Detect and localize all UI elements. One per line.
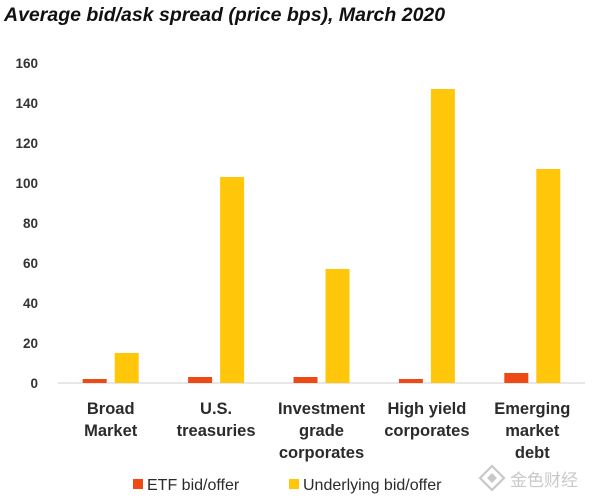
x-category-label: High yield <box>387 400 466 418</box>
chart-title: Average bid/ask spread (price bps), Marc… <box>3 4 445 26</box>
bar-etf-3 <box>398 379 423 383</box>
logo-icon <box>478 464 506 492</box>
bar-etf-4 <box>504 373 529 383</box>
y-tick-label: 0 <box>30 376 38 391</box>
legend-label: ETF bid/offer <box>147 477 240 494</box>
y-tick-label: 160 <box>15 56 38 71</box>
x-category-label: Market <box>84 422 138 440</box>
watermark: 金色财经 <box>478 464 578 492</box>
x-category-label: debt <box>515 444 550 462</box>
bar-etf-1 <box>188 377 213 383</box>
legend-swatch <box>289 479 299 489</box>
legend: ETF bid/offer Underlying bid/offer <box>133 477 442 494</box>
y-tick-label: 40 <box>23 296 38 311</box>
x-category-label: Broad <box>87 400 135 418</box>
y-tick-label: 20 <box>23 336 38 351</box>
bar-etf-0 <box>82 379 107 383</box>
bar-underlying-3 <box>430 89 455 383</box>
y-tick-label: 100 <box>15 176 38 191</box>
y-tick-label: 80 <box>23 216 38 231</box>
bars <box>82 89 561 383</box>
bar-etf-2 <box>293 377 318 383</box>
x-category-label: Emerging <box>494 400 570 418</box>
bar-underlying-0 <box>114 353 139 383</box>
x-category-label: treasuries <box>177 422 256 440</box>
y-axis: 0 20 40 60 80 100 120 140 160 <box>15 56 38 391</box>
bar-underlying-4 <box>536 169 561 383</box>
y-tick-label: 120 <box>15 136 38 151</box>
y-tick-label: 140 <box>15 96 38 111</box>
legend-swatch <box>133 479 143 489</box>
bar-underlying-2 <box>325 269 350 383</box>
x-category-label: corporates <box>384 422 469 440</box>
watermark-text: 金色财经 <box>510 471 578 490</box>
x-category-label: market <box>505 422 560 440</box>
legend-label: Underlying bid/offer <box>303 477 442 494</box>
x-category-label: grade <box>299 422 344 440</box>
x-category-label: Investment <box>278 400 366 418</box>
x-category-label: U.S. <box>200 400 232 418</box>
x-category-label: corporates <box>279 444 364 462</box>
bar-underlying-1 <box>220 177 245 383</box>
y-tick-label: 60 <box>23 256 38 271</box>
x-axis-labels: Broad Market U.S. treasuries Investment grade… <box>84 400 570 462</box>
